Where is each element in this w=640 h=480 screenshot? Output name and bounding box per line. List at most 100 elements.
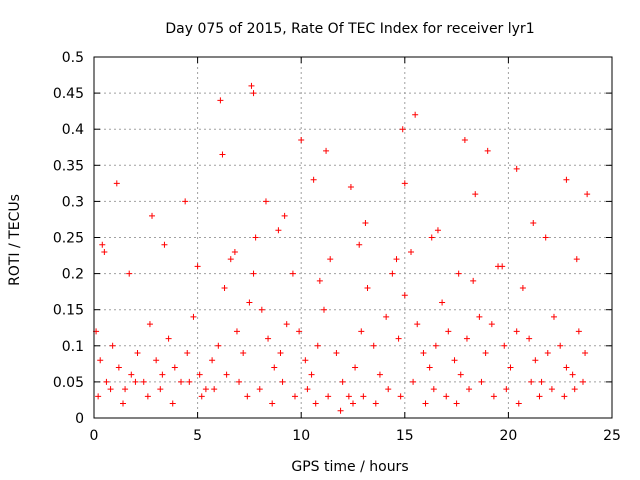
data-point bbox=[258, 306, 265, 313]
data-point bbox=[99, 241, 106, 248]
data-point bbox=[149, 212, 156, 219]
data-point bbox=[347, 183, 354, 190]
data-point bbox=[370, 342, 377, 349]
data-point bbox=[140, 378, 147, 385]
data-point bbox=[528, 378, 535, 385]
data-point bbox=[304, 386, 311, 393]
data-point bbox=[134, 350, 141, 357]
x-tick-label: 25 bbox=[603, 428, 621, 444]
data-point bbox=[482, 350, 489, 357]
data-point bbox=[178, 378, 185, 385]
data-point bbox=[426, 364, 433, 371]
data-point bbox=[364, 285, 371, 292]
data-point bbox=[501, 342, 508, 349]
data-point bbox=[215, 342, 222, 349]
data-point bbox=[579, 378, 586, 385]
data-point bbox=[408, 248, 415, 255]
data-point bbox=[584, 191, 591, 198]
data-point bbox=[532, 357, 539, 364]
data-point bbox=[443, 393, 450, 400]
x-axis-label: GPS time / hours bbox=[291, 459, 408, 475]
data-point bbox=[430, 386, 437, 393]
data-point bbox=[333, 350, 340, 357]
data-point bbox=[310, 176, 317, 183]
data-point bbox=[397, 393, 404, 400]
data-point bbox=[439, 299, 446, 306]
data-point bbox=[389, 270, 396, 277]
data-point bbox=[122, 386, 129, 393]
data-point bbox=[262, 198, 269, 205]
data-point bbox=[252, 234, 259, 241]
data-point bbox=[182, 198, 189, 205]
x-tick-label: 15 bbox=[396, 428, 414, 444]
data-point bbox=[376, 371, 383, 378]
data-point bbox=[393, 256, 400, 263]
data-point bbox=[165, 335, 172, 342]
data-point bbox=[499, 263, 506, 270]
data-point bbox=[314, 342, 321, 349]
data-point bbox=[476, 313, 483, 320]
data-point bbox=[451, 357, 458, 364]
data-point bbox=[95, 393, 102, 400]
data-point bbox=[236, 378, 243, 385]
data-point bbox=[327, 256, 334, 263]
data-point bbox=[283, 321, 290, 328]
data-point bbox=[461, 137, 468, 144]
data-point bbox=[536, 393, 543, 400]
data-point bbox=[291, 393, 298, 400]
data-point bbox=[227, 256, 234, 263]
data-point bbox=[325, 393, 332, 400]
data-point bbox=[414, 321, 421, 328]
data-point bbox=[186, 378, 193, 385]
data-point bbox=[550, 313, 557, 320]
data-point bbox=[161, 241, 168, 248]
data-point bbox=[445, 328, 452, 335]
data-point bbox=[395, 335, 402, 342]
data-point bbox=[339, 378, 346, 385]
data-point bbox=[320, 306, 327, 313]
data-point bbox=[298, 137, 305, 144]
y-tick-label: 0 bbox=[75, 411, 84, 427]
y-tick-label: 0.5 bbox=[62, 50, 84, 66]
data-point bbox=[538, 378, 545, 385]
data-point bbox=[279, 378, 286, 385]
data-point bbox=[484, 147, 491, 154]
data-point bbox=[103, 378, 110, 385]
y-tick-label: 0.2 bbox=[62, 267, 84, 283]
data-point bbox=[350, 400, 356, 407]
data-point bbox=[269, 400, 276, 407]
data-point bbox=[302, 357, 309, 364]
data-point bbox=[250, 270, 257, 277]
data-point bbox=[548, 386, 555, 393]
data-point bbox=[466, 386, 473, 393]
y-tick-label: 0.05 bbox=[53, 375, 84, 391]
data-point bbox=[120, 400, 127, 407]
data-point bbox=[385, 386, 392, 393]
data-point bbox=[209, 357, 216, 364]
data-point bbox=[240, 350, 247, 357]
data-point bbox=[453, 400, 460, 407]
data-point bbox=[132, 378, 139, 385]
data-point bbox=[422, 400, 429, 407]
data-point bbox=[352, 364, 359, 371]
data-point bbox=[337, 407, 344, 414]
data-point bbox=[146, 321, 153, 328]
y-tick-label: 0.4 bbox=[62, 122, 84, 138]
data-point bbox=[472, 191, 479, 198]
data-point bbox=[233, 328, 240, 335]
data-point bbox=[190, 313, 197, 320]
data-point bbox=[434, 227, 441, 234]
data-point bbox=[428, 234, 435, 241]
data-point bbox=[281, 212, 288, 219]
data-point bbox=[356, 241, 363, 248]
data-point bbox=[153, 357, 160, 364]
data-point bbox=[223, 371, 230, 378]
data-point bbox=[457, 371, 464, 378]
data-point bbox=[316, 277, 323, 284]
data-point bbox=[383, 313, 390, 320]
data-point bbox=[470, 277, 477, 284]
data-point bbox=[144, 393, 151, 400]
data-point bbox=[244, 393, 251, 400]
data-point bbox=[115, 364, 122, 371]
